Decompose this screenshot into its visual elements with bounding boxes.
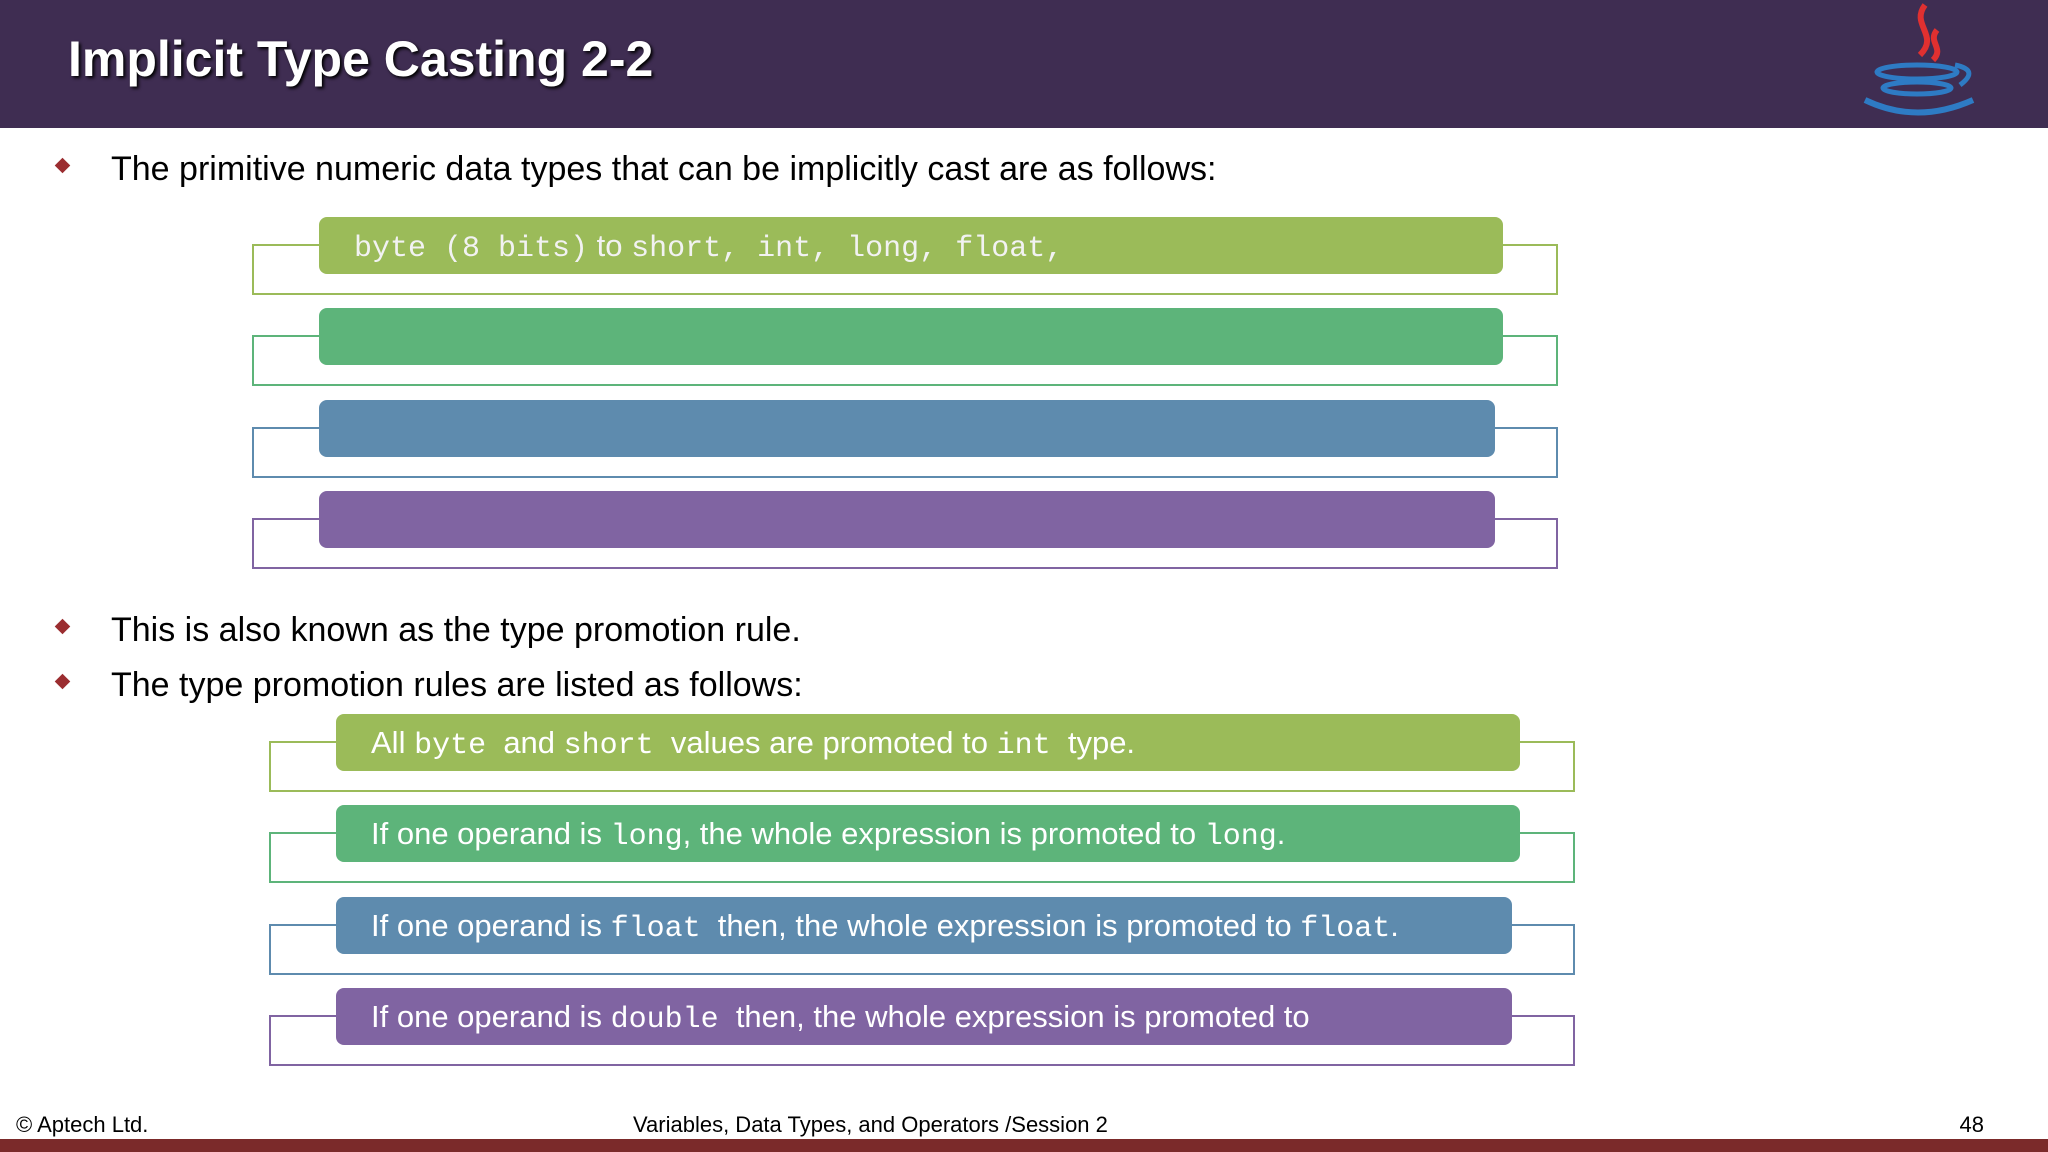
box-bar	[319, 399, 1495, 457]
box-text: .	[1390, 907, 1399, 943]
footer-center: Variables, Data Types, and Operators /Se…	[633, 1112, 1108, 1137]
slide-title: Implicit Type Casting 2-2	[68, 31, 654, 87]
code-text: long	[1204, 820, 1277, 855]
header-bar	[0, 0, 2048, 128]
footer-left: © Aptech Ltd.	[16, 1112, 149, 1137]
box-bar: If one operand is double then, the whole…	[336, 988, 1512, 1046]
code-text: short	[563, 729, 654, 763]
page-number: 48	[1959, 1112, 1984, 1137]
box-bar: byte (8 bits) to short, int, long, float…	[319, 217, 1503, 274]
box-text: All	[371, 725, 415, 760]
box-text: , the whole expression is promoted to	[682, 816, 1205, 852]
bullet-marker	[54, 618, 71, 635]
bullet-text: This is also known as the type promotion…	[111, 611, 801, 649]
box-text: values are promoted to	[653, 725, 997, 760]
box-text: .	[1276, 816, 1286, 852]
box-bar: If one operand is float then, the whole …	[336, 896, 1512, 954]
box-text: then, the whole expression is promoted t…	[700, 907, 1301, 943]
bullet-text: The type promotion rules are listed as f…	[111, 666, 803, 704]
box-text: type.	[1050, 725, 1136, 760]
bullet-marker	[54, 157, 71, 174]
box-text: If one operand is	[371, 907, 611, 943]
java-logo	[1863, 3, 1975, 116]
footer-bar	[0, 1139, 2048, 1152]
code-text: byte (8 bits)	[354, 232, 589, 266]
code-text: float	[1300, 911, 1391, 946]
box-text: then, the whole expression is promoted t…	[718, 999, 1310, 1035]
code-text: short, int, long, float,	[631, 232, 1064, 266]
code-text: int	[996, 729, 1051, 763]
box-text: and	[486, 725, 564, 760]
bullet-text: The primitive numeric data types that ca…	[111, 150, 1217, 188]
code-text: long	[610, 820, 683, 855]
code-text: float	[610, 911, 701, 946]
code-text: double	[610, 1003, 719, 1038]
code-text: byte	[414, 729, 487, 763]
box-bar	[319, 491, 1495, 549]
box-bar: All byte and short values are promoted t…	[336, 714, 1520, 771]
box-text: If one operand is	[371, 999, 611, 1035]
bullet-marker	[54, 673, 71, 690]
box-bar	[319, 308, 1503, 366]
box-bar: If one operand is long, the whole expres…	[336, 805, 1520, 863]
box-text: If one operand is	[371, 816, 611, 852]
box-text: to	[588, 228, 632, 263]
